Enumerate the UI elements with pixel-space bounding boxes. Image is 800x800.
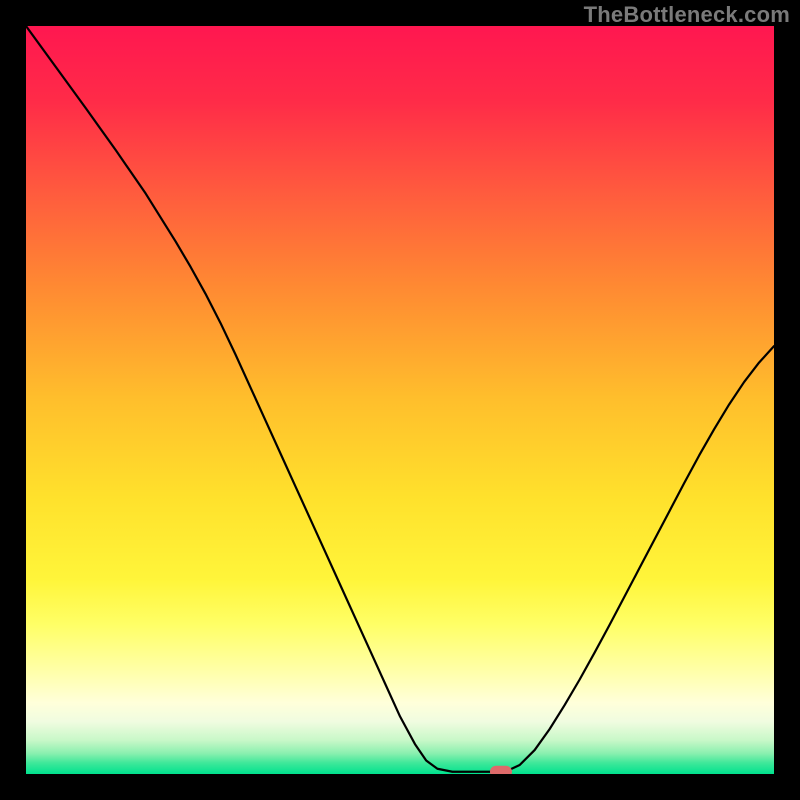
plot-svg [26, 26, 774, 774]
optimal-marker [490, 766, 512, 774]
plot-area [26, 26, 774, 774]
watermark-text: TheBottleneck.com [584, 2, 790, 28]
bottleneck-curve [26, 26, 774, 772]
